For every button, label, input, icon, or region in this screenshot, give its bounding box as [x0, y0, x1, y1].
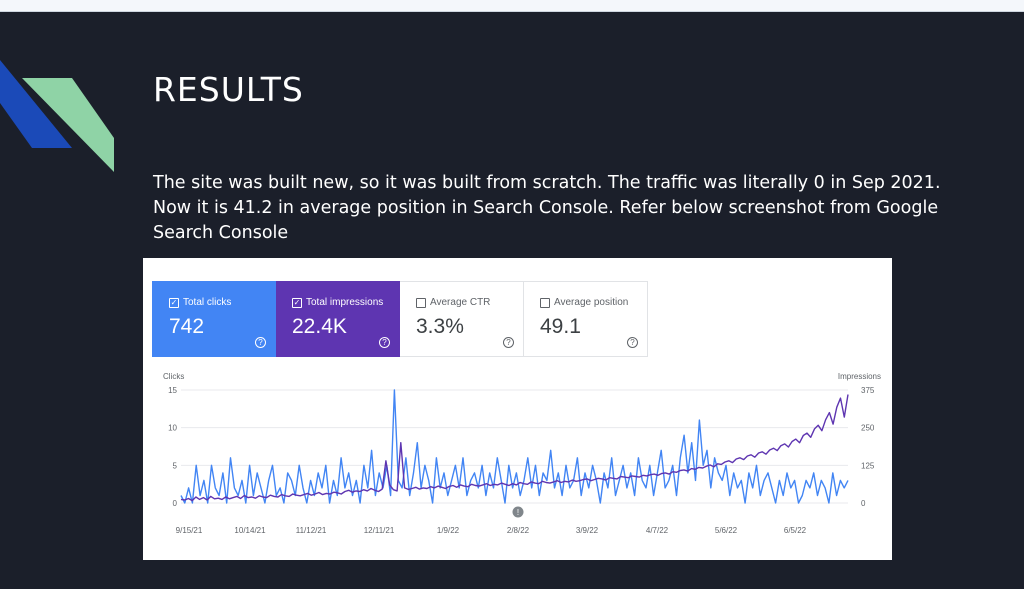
x-axis-ticks: 9/15/21 10/14/21 11/12/21 12/11/21 1/9/22 2/8… — [176, 526, 807, 535]
search-console-screenshot: ✓ Total clicks 742 ? ✓ Total impressions… — [143, 258, 892, 560]
help-icon[interactable]: ? — [379, 337, 390, 348]
metric-card-average-position[interactable]: Average position 49.1 ? — [524, 281, 648, 357]
x-tick-label: 10/14/21 — [234, 526, 266, 535]
metric-label: Total clicks — [183, 297, 232, 308]
metric-label: Total impressions — [306, 297, 384, 308]
x-tick-label: 12/11/21 — [364, 526, 395, 535]
series-line-clicks — [180, 389, 849, 504]
checkbox-checked-icon[interactable]: ✓ — [292, 298, 302, 308]
metric-cards: ✓ Total clicks 742 ? ✓ Total impressions… — [152, 281, 648, 357]
annotation-symbol: ! — [517, 508, 519, 517]
y-axis-right-title: Impressions — [838, 372, 881, 381]
metric-card-average-ctr[interactable]: Average CTR 3.3% ? — [400, 281, 524, 357]
x-tick-label: 4/7/22 — [646, 526, 669, 535]
annotation-marker[interactable]: ! — [512, 506, 524, 518]
y-axis-left-title: Clicks — [163, 372, 184, 381]
y-tick-right: 125 — [861, 461, 875, 470]
x-tick-label: 9/15/21 — [176, 526, 203, 535]
chart-grid: 0 0 5 125 10 250 15 375 — [168, 386, 875, 508]
performance-chart: Clicks Impressions 0 0 5 125 10 250 15 375 9/15… — [163, 372, 881, 535]
metric-value: 3.3% — [416, 315, 464, 338]
y-tick-right: 250 — [861, 424, 875, 433]
checkbox-unchecked-icon[interactable] — [416, 298, 426, 308]
metric-value: 49.1 — [540, 315, 581, 338]
browser-top-strip — [0, 0, 1024, 12]
checkbox-unchecked-icon[interactable] — [540, 298, 550, 308]
help-icon[interactable]: ? — [627, 337, 638, 348]
slide-description: The site was built new, so it was built … — [153, 173, 941, 243]
metric-label: Average position — [554, 297, 629, 308]
metric-value: 742 — [169, 315, 205, 338]
checkbox-checked-icon[interactable]: ✓ — [169, 298, 179, 308]
y-tick-left: 15 — [168, 386, 177, 395]
annotation-icon — [512, 506, 524, 518]
chart-series — [180, 389, 849, 504]
deco-blue-shape — [0, 60, 72, 148]
metric-value: 22.4K — [292, 315, 347, 338]
y-tick-left: 10 — [168, 424, 177, 433]
y-tick-left: 0 — [173, 499, 178, 508]
x-tick-label: 5/6/22 — [715, 526, 738, 535]
help-icon[interactable]: ? — [255, 337, 266, 348]
x-tick-label: 2/8/22 — [507, 526, 530, 535]
y-tick-left: 5 — [173, 461, 178, 470]
metric-card-total-clicks[interactable]: ✓ Total clicks 742 ? — [152, 281, 276, 357]
slide-corner-decoration — [0, 60, 114, 172]
x-tick-label: 1/9/22 — [437, 526, 460, 535]
y-tick-right: 0 — [861, 499, 866, 508]
x-tick-label: 11/12/21 — [296, 526, 327, 535]
deco-green-shape — [22, 78, 114, 172]
x-tick-label: 3/9/22 — [576, 526, 599, 535]
slide-title: RESULTS — [153, 70, 304, 109]
help-icon[interactable]: ? — [503, 337, 514, 348]
y-tick-right: 375 — [861, 386, 875, 395]
x-tick-label: 6/5/22 — [784, 526, 807, 535]
series-line-impressions — [180, 394, 849, 502]
metric-card-total-impressions[interactable]: ✓ Total impressions 22.4K ? — [276, 281, 400, 357]
metric-label: Average CTR — [430, 297, 491, 308]
